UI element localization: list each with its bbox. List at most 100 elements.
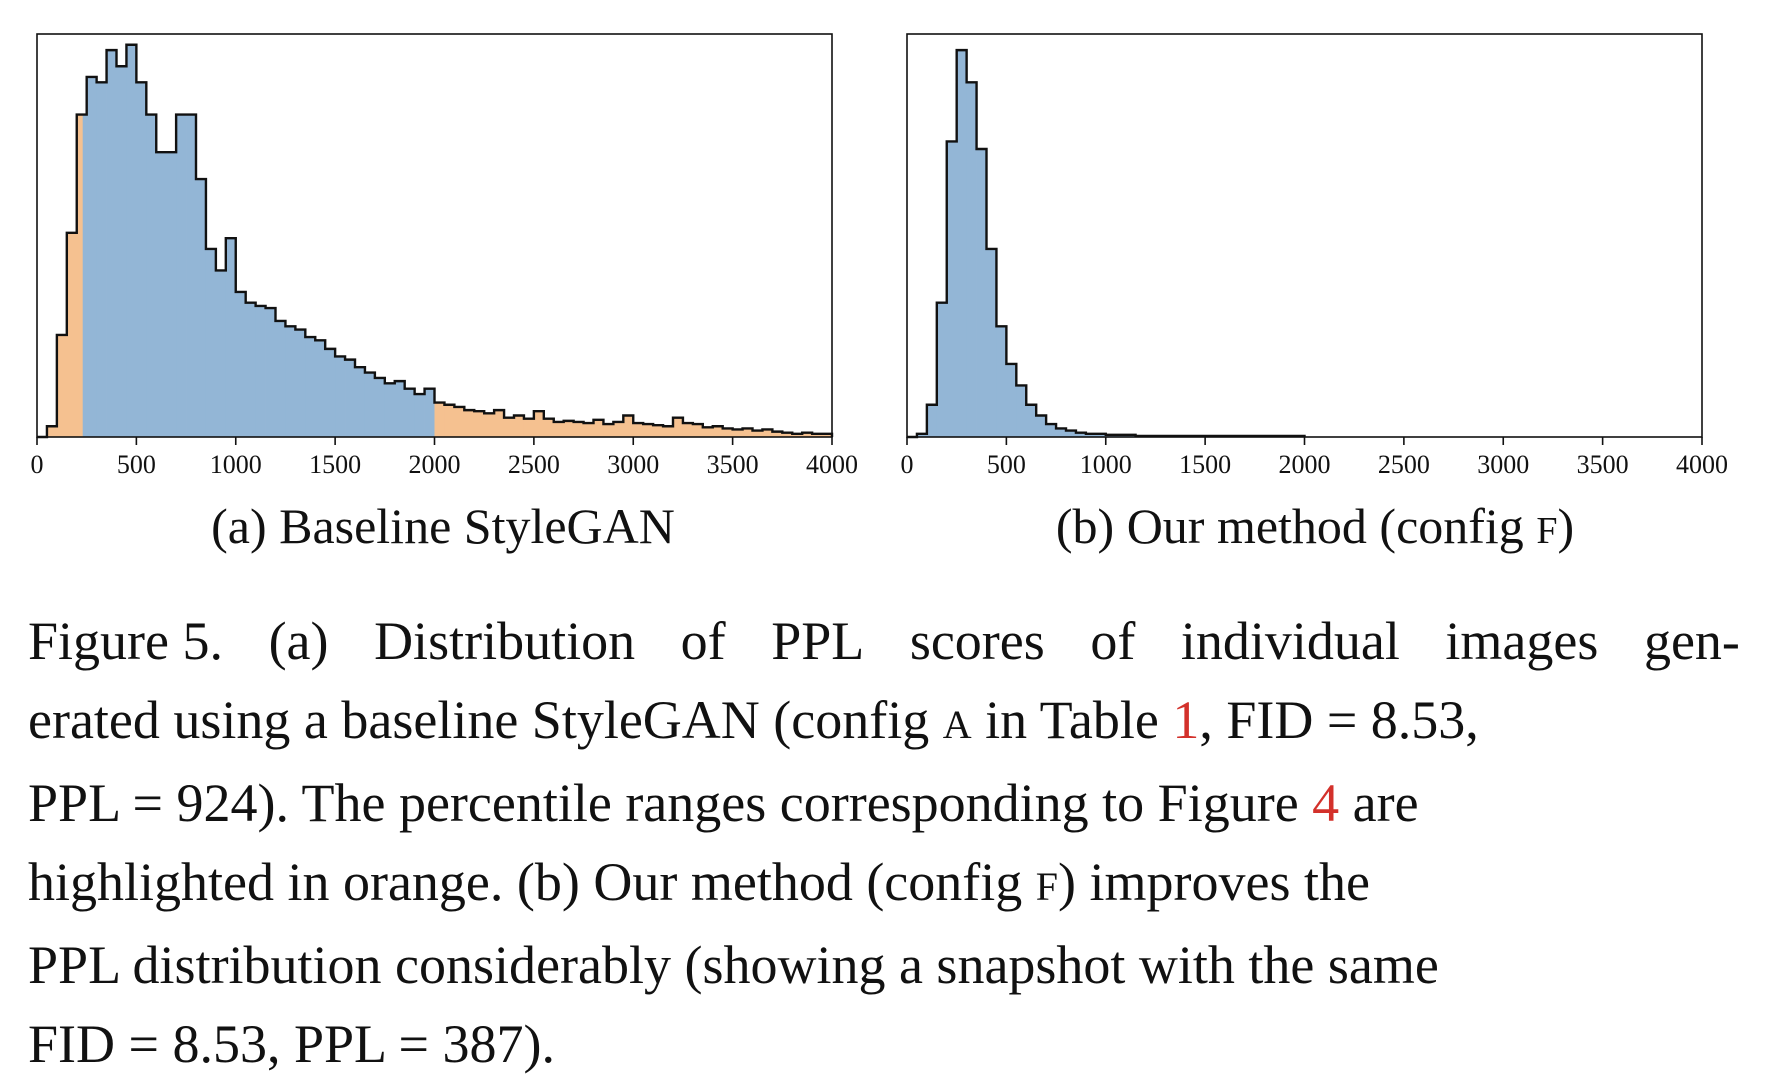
histogram-bar [1095, 433, 1107, 437]
histogram-bar [732, 429, 743, 437]
histogram-bar [583, 423, 594, 437]
histogram-bar [533, 411, 545, 437]
histogram-bar [116, 66, 127, 438]
x-tick-label: 4000 [1676, 450, 1728, 479]
caption-word: of [680, 611, 726, 671]
x-tick-label: 2500 [508, 450, 560, 479]
caption-text: erated using a baseline StyleGAN (config [28, 690, 943, 750]
histogram-bar [613, 421, 624, 437]
caption-word: Distribution [374, 611, 636, 671]
histogram-outline [37, 43, 834, 439]
histogram-bar [663, 426, 674, 437]
histogram-bar [305, 337, 316, 437]
histogram-bar [404, 388, 416, 437]
histogram-bar [1066, 430, 1077, 437]
histogram-bar [474, 411, 485, 437]
caption-text: , FID = 8.53, [1199, 690, 1479, 750]
caption-line-2: erated using a baseline StyleGAN (config… [28, 681, 1740, 764]
histogram-bar [553, 421, 565, 437]
histogram-bar [245, 302, 257, 437]
histogram-bar [66, 232, 78, 437]
x-tick-label: 4000 [806, 450, 858, 479]
histogram-bar [1056, 428, 1067, 437]
histogram-bar [136, 82, 147, 438]
histogram-bar [742, 428, 753, 437]
caption-line-4: highlighted in orange. (b) Our method (c… [28, 843, 1740, 926]
histogram-bar [504, 417, 515, 437]
histogram-bar [46, 426, 58, 437]
histogram-bar [235, 291, 247, 437]
histogram-bar [96, 82, 107, 438]
histogram-bar [384, 383, 396, 437]
histogram-bar [82, 114, 88, 437]
x-tick-label: 1000 [1080, 450, 1132, 479]
histogram-bar [345, 359, 356, 437]
histogram-bar [792, 433, 803, 437]
histogram-bar [265, 308, 276, 437]
histogram-bar [673, 417, 684, 437]
x-tick-label: 500 [117, 450, 156, 479]
histogram-bar [225, 238, 237, 437]
histogram-bar [146, 114, 157, 437]
caption-word: PPL [771, 611, 865, 671]
histogram-bar [523, 418, 535, 437]
histogram-bar [702, 427, 714, 437]
histogram-bar [936, 302, 948, 437]
caption-text: are [1339, 773, 1419, 833]
histogram-bar [454, 406, 465, 437]
histogram-bar [603, 424, 614, 437]
figure-4-link[interactable]: 4 [1312, 773, 1340, 833]
histogram-bar [76, 114, 84, 437]
histogram-bar [186, 114, 197, 437]
x-tick-label: 3000 [607, 450, 659, 479]
histogram-bar [255, 305, 266, 437]
x-tick-label: 2500 [1378, 450, 1430, 479]
histogram-bar [926, 404, 938, 437]
histogram-bar [712, 426, 724, 437]
x-tick-label: 3500 [1577, 450, 1629, 479]
histogram-bar [205, 248, 217, 437]
histogram-bar [484, 413, 495, 437]
histogram-bar [1036, 415, 1047, 437]
config-a-label: A [942, 702, 972, 747]
histogram-bar [394, 381, 406, 437]
caption-word: Figure 5. [28, 611, 223, 671]
subcaption-b: (b) Our method (config F) [1056, 498, 1574, 554]
caption-line-6: FID = 8.53, PPL = 387). [28, 1005, 1740, 1084]
histogram-outline [907, 48, 1306, 439]
subcaption-a: (a) Baseline StyleGAN [211, 498, 675, 554]
histogram-bar [623, 415, 634, 437]
caption-text: ) improves the [1058, 852, 1370, 912]
histogram-bar [996, 326, 1007, 437]
histogram-bar [772, 431, 783, 437]
histogram-bar [956, 50, 968, 438]
x-tick-label: 500 [987, 450, 1026, 479]
histogram-bar [633, 423, 644, 437]
caption-text: in Table [971, 690, 1173, 750]
histogram-bar [364, 372, 376, 437]
caption-word: scores [909, 611, 1045, 671]
table-1-link[interactable]: 1 [1172, 690, 1200, 750]
histogram-bar [563, 420, 575, 437]
caption-word: individual [1180, 611, 1400, 671]
histogram-bar [156, 152, 167, 438]
histogram-bar [802, 432, 813, 437]
histogram-bar [434, 402, 445, 437]
x-tick-label: 2000 [409, 450, 461, 479]
histogram-bar [166, 152, 177, 438]
histogram-bar [1026, 404, 1037, 437]
histogram-bar [966, 82, 977, 438]
histogram-bar [946, 141, 958, 437]
x-tick-label: 1500 [1179, 450, 1231, 479]
histogram-bar [464, 410, 475, 437]
x-tick-label: 1500 [309, 450, 361, 479]
histogram-bar [315, 340, 326, 437]
caption-line-3: PPL = 924). The percentile ranges corres… [28, 764, 1740, 843]
histogram-bar [355, 367, 366, 437]
histogram-bar [514, 415, 525, 437]
figure-5: 0 500 1000 1500 2000 2500 3000 3500 4000 0 500 100… [31, 33, 1728, 554]
histogram-bar [374, 377, 386, 437]
histogram-bar [414, 394, 425, 437]
histogram-bar [1046, 424, 1057, 437]
caption-text: FID = 8.53, PPL = 387). [28, 1014, 555, 1074]
